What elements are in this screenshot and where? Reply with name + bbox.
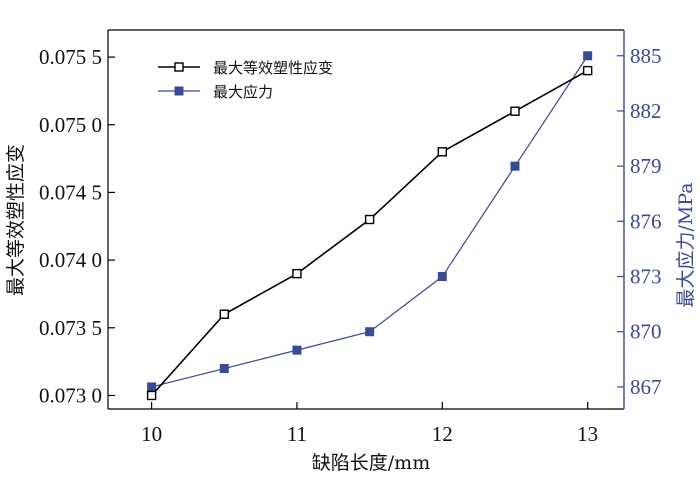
left-y-tick-label: 0.073 0	[39, 383, 102, 407]
left-y-axis-title: 最大等效塑性应变	[5, 144, 27, 296]
strain-data-point	[582, 65, 593, 76]
right-y-tick-label: 867	[630, 375, 662, 399]
legend-label-strain: 最大等效塑性应变	[213, 59, 333, 77]
right-y-tick-label: 873	[630, 265, 662, 289]
left-y-tick-label: 0.074 5	[39, 180, 102, 204]
left-y-tick-label: 0.073 5	[39, 316, 102, 340]
legend-marker-strain	[174, 62, 184, 72]
stress-data-point	[365, 327, 375, 337]
left-y-tick-label: 0.074 0	[39, 248, 102, 272]
strain-data-point	[219, 309, 229, 319]
stress-data-point	[219, 364, 229, 374]
legend-marker-stress	[174, 86, 184, 96]
strain-data-point	[292, 268, 302, 279]
x-tick-label: 11	[287, 422, 307, 446]
left-y-tick-label: 0.075 5	[39, 45, 102, 69]
right-y-tick-label: 885	[630, 44, 662, 68]
x-tick-label: 10	[141, 422, 162, 446]
strain-data-point	[146, 390, 157, 401]
right-y-axis-title: 最大应力/MPa	[675, 182, 697, 307]
legend-label-stress: 最大应力	[213, 83, 273, 101]
x-axis-title: 缺陷长度/mm	[312, 452, 430, 474]
stress-data-point	[510, 161, 520, 171]
stress-data-point	[147, 382, 157, 392]
series-layer	[146, 51, 593, 401]
strain-data-point	[510, 106, 520, 116]
right-y-tick-label: 882	[630, 99, 662, 123]
right-y-axis: 867 870 873 876 879 882 885	[617, 44, 662, 399]
left-y-axis: 0.073 0 0.073 5 0.074 0 0.074 5 0.075 0 0.075…	[39, 45, 115, 407]
stress-data-point	[292, 345, 302, 355]
stress-data-point	[583, 51, 593, 61]
strain-data-point	[437, 147, 448, 157]
right-y-tick-label: 879	[630, 154, 662, 178]
right-y-tick-label: 876	[630, 209, 662, 233]
strain-data-point	[364, 214, 375, 225]
x-tick-label: 13	[577, 422, 598, 446]
right-y-tick-label: 870	[630, 320, 662, 344]
x-tick-label: 12	[432, 422, 453, 446]
legend: 最大等效塑性应变 最大应力	[158, 59, 333, 101]
plot-frame	[107, 29, 625, 410]
stress-data-point	[437, 272, 447, 282]
x-axis: 10 11 12 13	[141, 402, 598, 446]
left-y-tick-label: 0.075 0	[39, 113, 102, 137]
strain-series-line	[151, 69, 589, 396]
